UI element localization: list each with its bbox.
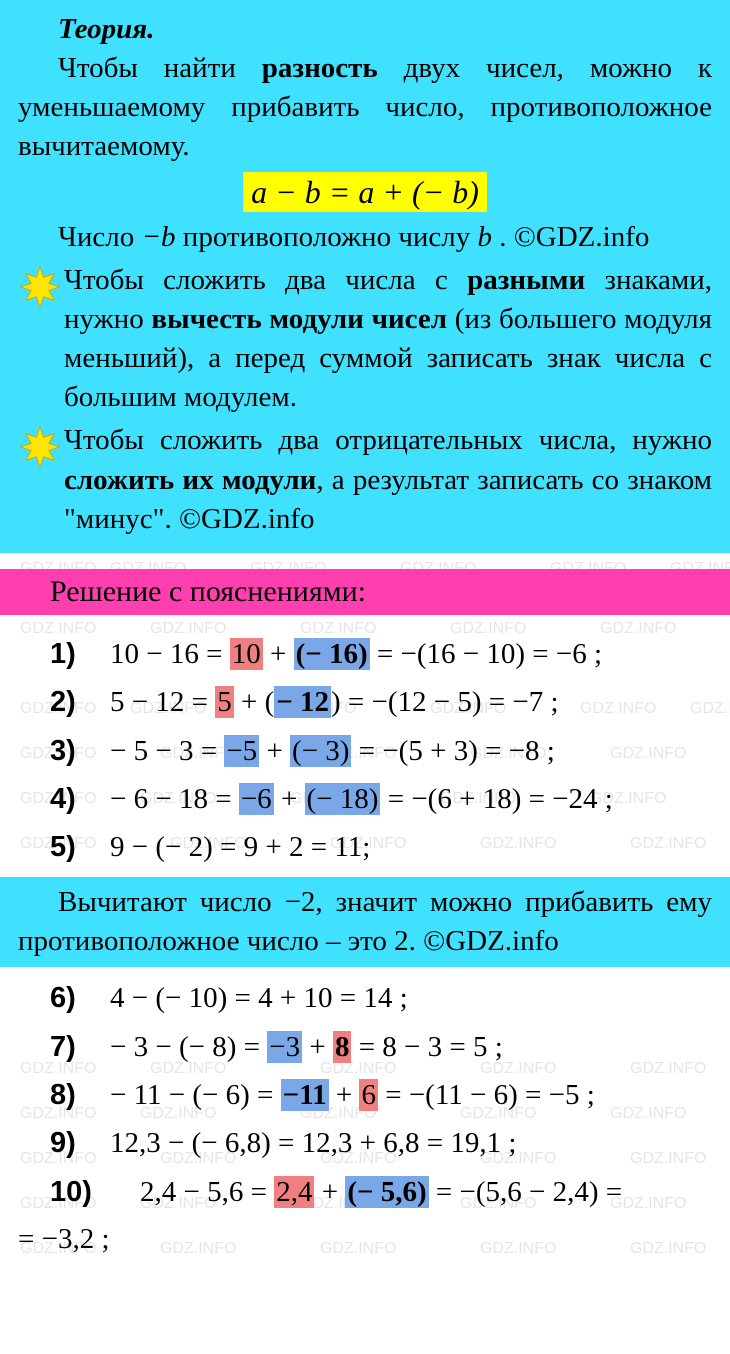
eq-number: 1) [50, 631, 110, 677]
t: = 8 − 3 = 5 ; [351, 1031, 502, 1063]
formula-highlight: a − b = a + (− b) [243, 172, 487, 212]
t: − 5 − 3 = [110, 735, 224, 767]
eq-row-1: 1) 10 − 16 = 10 + (− 16) = −(16 − 10) = … [50, 631, 720, 677]
star-icon [18, 265, 62, 309]
hl-blue: − 12 [274, 686, 331, 718]
hl-blue: −6 [239, 783, 274, 815]
t: = −(5,6 − 2,4) = [429, 1176, 622, 1208]
eq-row-5: 5) 9 − (− 2) = 9 + 2 = 11; [50, 824, 720, 870]
t: = −(6 + 18) = −24 ; [380, 783, 612, 815]
eq-row-4: 4) − 6 − 18 = −6 + (− 18) = −(6 + 18) = … [50, 776, 720, 822]
theory-title: Теория. [18, 10, 712, 49]
math: −b [141, 221, 175, 253]
t: + ( [234, 686, 275, 718]
eq-row-8: 8) − 11 − (− 6) = −11 + 6 = −(11 − 6) = … [50, 1072, 720, 1118]
hl-red: 2,4 [274, 1176, 314, 1208]
hl-blue: (− 5,6) [345, 1176, 428, 1208]
t: − 3 − (− 8) = [110, 1031, 267, 1063]
t: − 6 − 18 = [110, 783, 239, 815]
theory-p1: Чтобы найти разность двух чисел, можно к… [18, 49, 712, 166]
formula-row: a − b = a + (− b) [18, 171, 712, 214]
equations-block-1: 1) 10 − 16 = 10 + (− 16) = −(16 − 10) = … [0, 615, 730, 877]
eq-row-6: 6) 4 − (− 10) = 4 + 10 = 14 ; [50, 975, 720, 1021]
bold-text: разность [262, 52, 378, 84]
t: + [263, 638, 294, 670]
text: Чтобы сложить два числа с [64, 264, 467, 296]
t: − 11 − (− 6) = [110, 1079, 281, 1111]
eq-row-10: 10) 2,4 − 5,6 = 2,4 + (− 5,6) = −(5,6 − … [50, 1169, 720, 1215]
equations-block-2: 6) 4 − (− 10) = 4 + 10 = 14 ; 7) − 3 − (… [0, 967, 730, 1221]
eq-row-2: 2) 5 − 12 = 5 + (− 12) = −(12 − 5) = −7 … [50, 679, 720, 725]
eq-body: − 11 − (− 6) = −11 + 6 = −(11 − 6) = −5 … [110, 1072, 595, 1118]
text: Чтобы сложить два отрицательных числа, н… [64, 424, 712, 456]
t: = −(11 − 6) = −5 ; [378, 1079, 595, 1111]
hl-red: 8 [333, 1031, 352, 1063]
t: 5 − 12 = [110, 686, 215, 718]
t: ) = −(12 − 5) = −7 ; [331, 686, 559, 718]
star-paragraph-2: Чтобы сложить два отрицательных числа, н… [18, 421, 712, 538]
t: + [314, 1176, 345, 1208]
bold-text: сложить их модули [64, 464, 316, 496]
eq-body: 10 − 16 = 10 + (− 16) = −(16 − 10) = −6 … [110, 631, 602, 677]
hl-red: 10 [230, 638, 263, 670]
eq-body: 2,4 − 5,6 = 2,4 + (− 5,6) = −(5,6 − 2,4)… [110, 1169, 622, 1215]
star-icon [18, 425, 62, 469]
hl-red: 6 [359, 1079, 378, 1111]
theory-p2: Число −b противоположно числу b . ©GDZ.i… [18, 218, 712, 257]
bold-text: вычесть модули чисел [151, 303, 447, 335]
eq-body: 12,3 − (− 6,8) = 12,3 + 6,8 = 19,1 ; [110, 1120, 516, 1166]
eq-body: 9 − (− 2) = 9 + 2 = 11; [110, 824, 370, 870]
text: Число [58, 221, 141, 253]
eq-body: − 6 − 18 = −6 + (− 18) = −(6 + 18) = −24… [110, 776, 613, 822]
eq-row-3: 3) − 5 − 3 = −5 + (− 3) = −(5 + 3) = −8 … [50, 728, 720, 774]
eq-row-10-continue: = −3,2 ; [0, 1221, 730, 1262]
hl-blue: −11 [281, 1079, 329, 1111]
note-block: Вычитают число −2, значит можно прибавит… [0, 877, 730, 967]
t: + [259, 735, 290, 767]
hl-blue: −3 [267, 1031, 302, 1063]
solution-header: Решение с пояснениями: [0, 569, 730, 615]
eq-number: 3) [50, 728, 110, 774]
eq-row-7: 7) − 3 − (− 8) = −3 + 8 = 8 − 3 = 5 ; [50, 1024, 720, 1070]
eq-number: 4) [50, 776, 110, 822]
hl-blue: (− 18) [305, 783, 381, 815]
t: = −(5 + 3) = −8 ; [351, 735, 554, 767]
hl-red: 5 [215, 686, 234, 718]
content-root: Теория. Чтобы найти разность двух чисел,… [0, 0, 730, 1262]
eq-body: 5 − 12 = 5 + (− 12) = −(12 − 5) = −7 ; [110, 679, 559, 725]
math: b [478, 221, 493, 253]
eq-number: 8) [50, 1072, 110, 1118]
eq-number: 5) [50, 824, 110, 870]
eq-number: 6) [50, 975, 110, 1021]
text: противоположно числу [176, 221, 478, 253]
eq-number: 10) [50, 1169, 110, 1215]
t: 10 − 16 = [110, 638, 230, 670]
t: = −(16 − 10) = −6 ; [370, 638, 602, 670]
theory-block: Теория. Чтобы найти разность двух чисел,… [0, 0, 730, 553]
hl-blue: −5 [224, 735, 259, 767]
t: + [302, 1031, 333, 1063]
bold-text: разными [467, 264, 585, 296]
eq-body: − 5 − 3 = −5 + (− 3) = −(5 + 3) = −8 ; [110, 728, 555, 774]
eq-number: 2) [50, 679, 110, 725]
eq-number: 7) [50, 1024, 110, 1070]
eq-body: − 3 − (− 8) = −3 + 8 = 8 − 3 = 5 ; [110, 1024, 503, 1070]
text: . ©GDZ.info [492, 221, 649, 253]
eq-row-9: 9) 12,3 − (− 6,8) = 12,3 + 6,8 = 19,1 ; [50, 1120, 720, 1166]
t: 2,4 − 5,6 = [140, 1176, 274, 1208]
star-paragraph-1: Чтобы сложить два числа с разными знакам… [18, 261, 712, 418]
text: Чтобы найти [58, 52, 262, 84]
hl-blue: (− 3) [290, 735, 351, 767]
eq-number: 9) [50, 1120, 110, 1166]
eq-body: 4 − (− 10) = 4 + 10 = 14 ; [110, 975, 408, 1021]
t: + [329, 1079, 360, 1111]
hl-blue: (− 16) [294, 638, 370, 670]
t: + [274, 783, 305, 815]
